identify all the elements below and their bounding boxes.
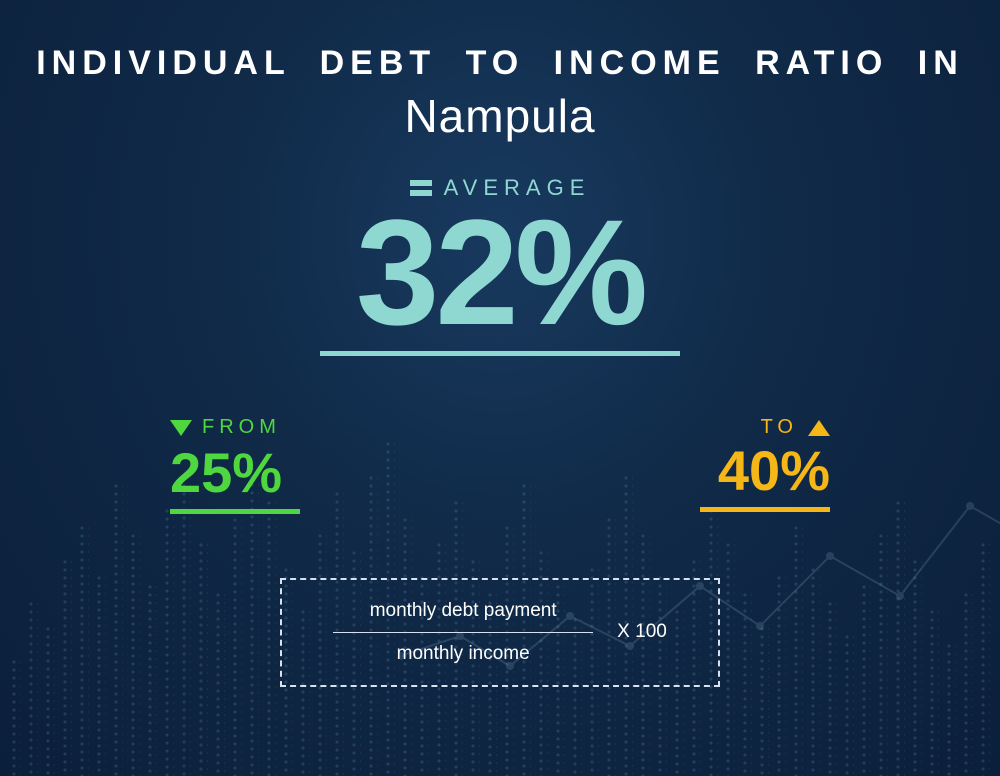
average-block: AVERAGE 32%: [0, 173, 1000, 356]
formula-fraction: monthly debt payment monthly income: [333, 600, 593, 665]
triangle-down-icon: [170, 420, 192, 436]
to-stat: TO 40%: [700, 416, 830, 514]
content: INDIVIDUAL DEBT TO INCOME RATIO IN Nampu…: [0, 0, 1000, 776]
from-stat: FROM 25%: [170, 416, 300, 514]
from-value: 25%: [170, 445, 300, 501]
title-line-2: Nampula: [0, 89, 1000, 143]
infographic-canvas: INDIVIDUAL DEBT TO INCOME RATIO IN Nampu…: [0, 0, 1000, 776]
fraction-line: [333, 632, 593, 633]
triangle-up-icon: [808, 420, 830, 436]
from-underline: [170, 509, 300, 514]
to-value: 40%: [700, 443, 830, 499]
title-line-1: INDIVIDUAL DEBT TO INCOME RATIO IN: [0, 44, 1000, 83]
formula-denominator: monthly income: [397, 643, 530, 665]
formula-multiplier: X 100: [617, 621, 667, 643]
formula-numerator: monthly debt payment: [370, 600, 557, 622]
to-label: TO: [761, 416, 798, 439]
from-label: FROM: [202, 416, 281, 439]
to-underline: [700, 507, 830, 512]
range-row: FROM 25% TO 40%: [0, 416, 1000, 514]
formula-box: monthly debt payment monthly income X 10…: [280, 578, 720, 687]
average-value: 32%: [0, 197, 1000, 347]
